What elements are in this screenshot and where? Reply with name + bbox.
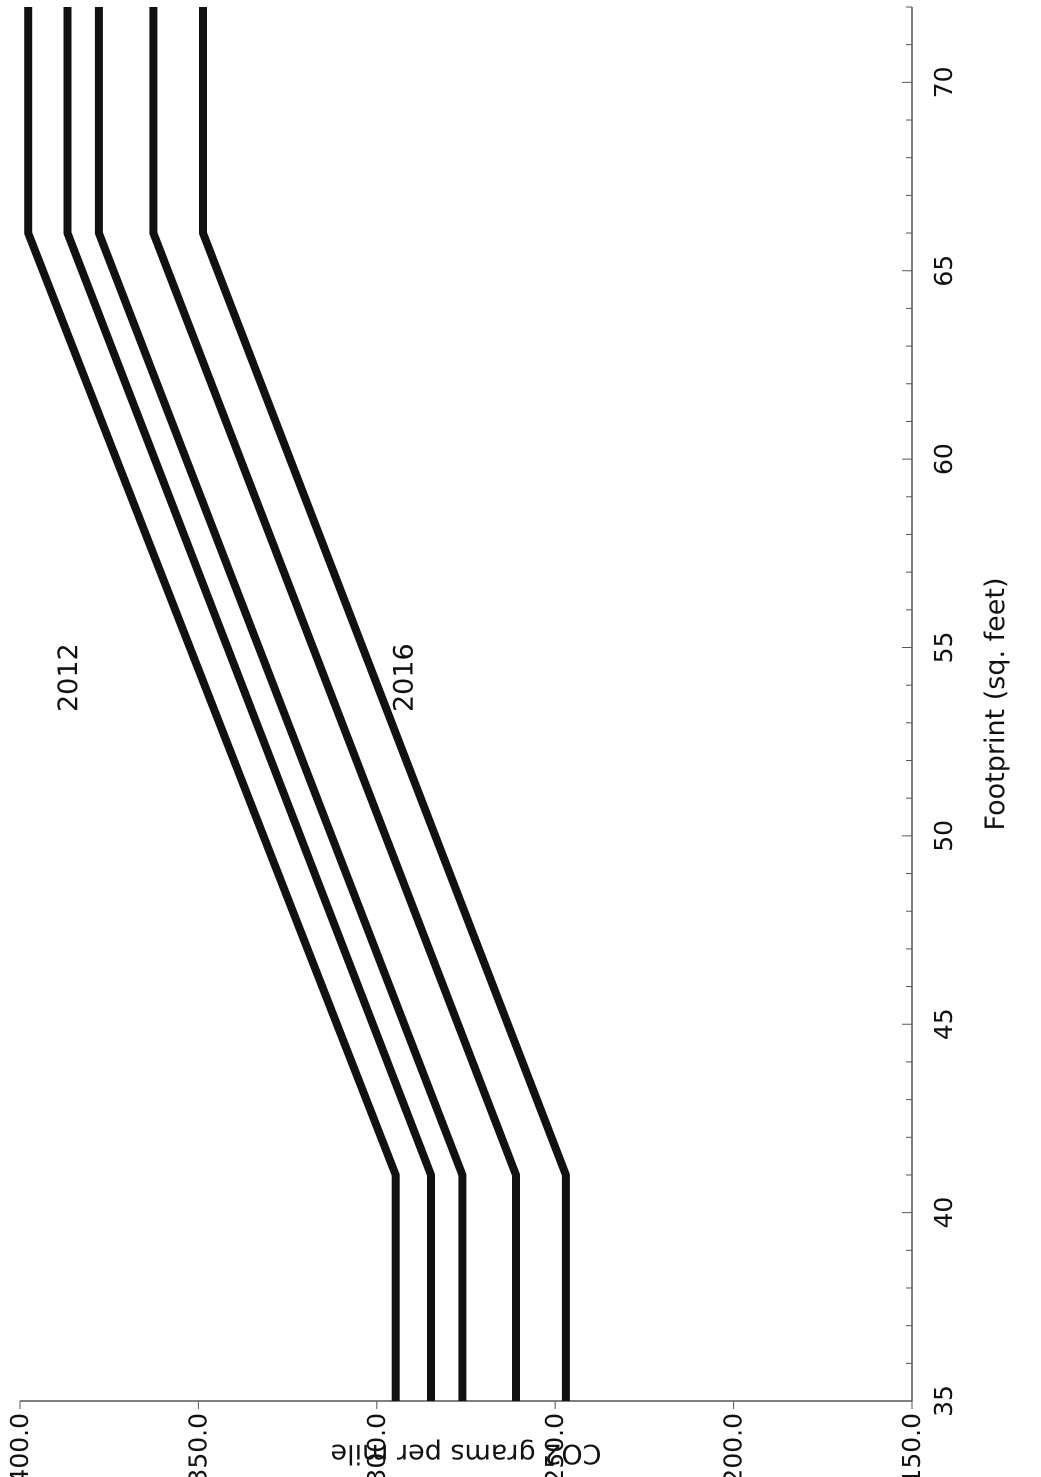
series-line	[94, 7, 467, 1401]
series-line	[149, 7, 520, 1401]
x-axis-label: Footprint (sq. feet)	[980, 578, 1011, 831]
x-tick-label: 50	[929, 820, 958, 852]
x-tick-label: 35	[929, 1385, 958, 1417]
y-tick-label: 400.0	[5, 1413, 34, 1477]
series-line	[24, 7, 400, 1401]
series-annotation: 2012	[53, 643, 84, 712]
x-tick-label: 40	[929, 1197, 958, 1229]
x-tick-label: 60	[929, 443, 958, 475]
x-tick-label: 65	[929, 255, 958, 287]
annotations: 2012 2016	[53, 643, 419, 712]
x-tick-label: 55	[929, 632, 958, 664]
x-tick-label: 70	[929, 66, 958, 98]
series-line	[199, 7, 570, 1401]
x-tick-label: 45	[929, 1008, 958, 1040]
series-annotation: 2016	[388, 643, 419, 712]
series-line	[63, 7, 435, 1401]
y-tick-label: 150.0	[897, 1413, 926, 1477]
y-tick-label: 250.0	[540, 1413, 569, 1477]
y-tick-label: 350.0	[183, 1413, 212, 1477]
y-axis-label: CO2 grams per mile	[331, 1438, 602, 1469]
tick-labels: 35 40 45 50 55 60 65 70 150.0 200.0 250.0 300.0 350.…	[5, 66, 958, 1477]
y-tick-label: 200.0	[719, 1413, 748, 1477]
y-tick-label: 300.0	[362, 1413, 391, 1477]
chart-rotated-group: 35 40 45 50 55 60 65 70 150.0 200.0 250.0 300.0 350.…	[5, 6, 1011, 1477]
series-lines	[24, 7, 570, 1401]
